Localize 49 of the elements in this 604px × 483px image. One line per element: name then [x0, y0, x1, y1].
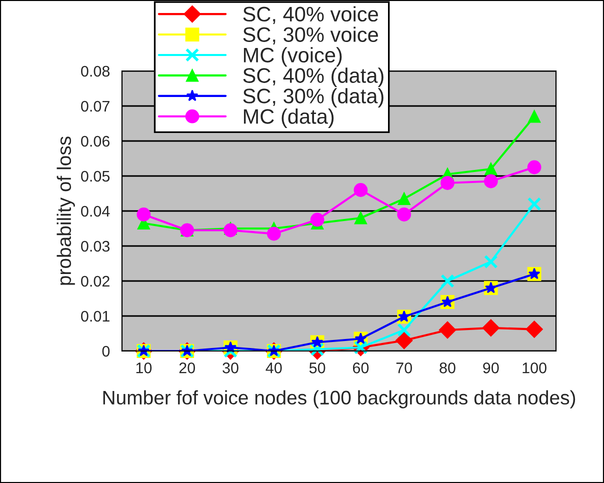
y-tick-label: 0.05: [81, 170, 110, 182]
y-axis-title: probability of loss: [56, 136, 75, 285]
y-tick-label: 0.02: [81, 276, 110, 287]
legend-label: SC, 30% (data): [243, 88, 384, 108]
x-tick-label: 80: [440, 362, 456, 374]
point: [398, 192, 410, 205]
x-tick-label: 70: [396, 362, 412, 374]
point: [528, 110, 541, 123]
point: [266, 226, 281, 241]
y-tick-label: 0.03: [81, 240, 110, 252]
x-tick-label: 100: [522, 362, 546, 374]
x-tick-label: 30: [222, 362, 238, 374]
point: [396, 332, 413, 350]
point: [438, 321, 456, 339]
point: [354, 183, 368, 197]
x-tick-label: 10: [136, 362, 152, 374]
point: [397, 208, 412, 222]
point: [484, 174, 498, 188]
point: [397, 323, 412, 337]
y-tick-label: 0.06: [81, 136, 110, 147]
point: [440, 274, 454, 288]
y-tick-label: 0: [102, 346, 110, 357]
point: [224, 223, 238, 238]
point: [527, 197, 542, 211]
legend-label: SC, 40% (data): [243, 68, 384, 88]
y-tick-label: 0.07: [81, 100, 110, 112]
point: [526, 320, 543, 338]
point: [136, 208, 151, 222]
point: [310, 212, 324, 227]
legend-label: MC (data): [244, 108, 334, 128]
legend-label: MC (voice): [244, 47, 342, 67]
x-axis-title: Number fof voice nodes (100 backgrounds data nodes): [103, 390, 576, 408]
point: [310, 342, 324, 356]
x-tick-label: 40: [266, 362, 282, 374]
point: [482, 319, 500, 336]
point: [440, 176, 454, 190]
y-tick-label: 0.08: [81, 66, 110, 77]
x-tick-label: 90: [483, 362, 499, 374]
point: [354, 212, 367, 224]
legend-label: SC, 40% voice: [243, 6, 378, 24]
y-tick-label: 0.04: [81, 206, 110, 217]
y-tick-label: 0.01: [81, 310, 110, 322]
point: [484, 162, 498, 176]
legend-label: SC, 30% voice: [243, 26, 378, 44]
x-tick-label: 50: [309, 362, 326, 374]
x-tick-label: 20: [179, 362, 195, 374]
point: [527, 160, 542, 174]
x-tick-label: 60: [352, 362, 369, 374]
point: [484, 254, 498, 269]
